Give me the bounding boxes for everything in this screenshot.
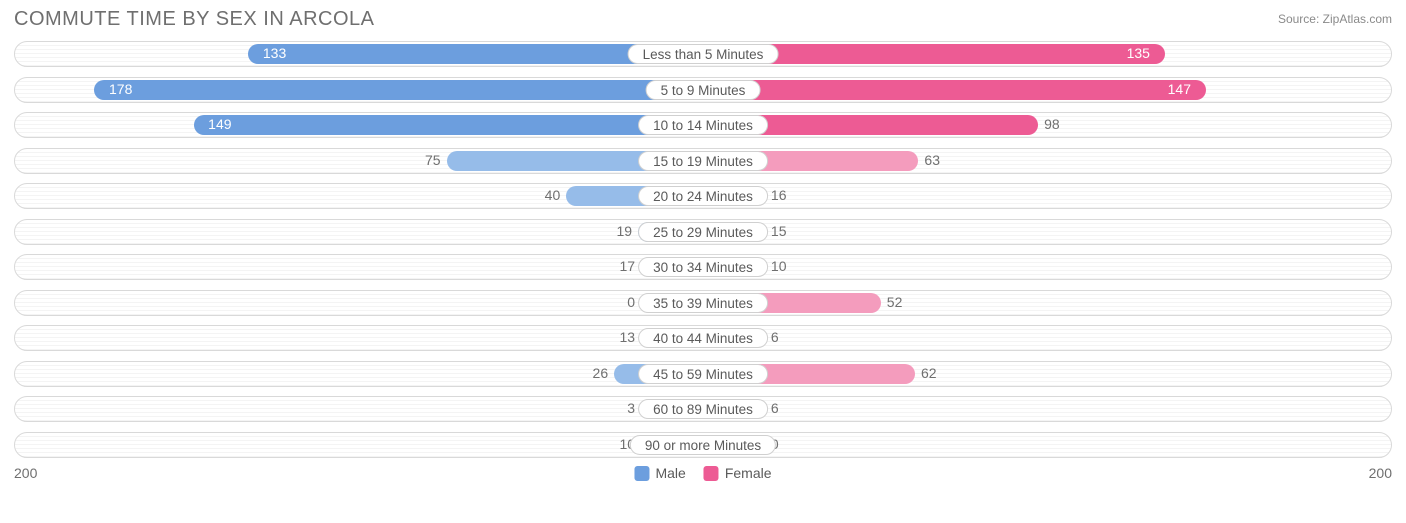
category-label: 10 to 14 Minutes [638, 115, 768, 135]
chart-row: 0 52 35 to 39 Minutes [14, 290, 1392, 316]
value-label-male: 40 [545, 187, 561, 203]
category-label: 15 to 19 Minutes [638, 151, 768, 171]
value-label-female: 6 [771, 329, 779, 345]
category-label: 20 to 24 Minutes [638, 186, 768, 206]
value-label-female: 10 [771, 258, 787, 274]
category-label: 35 to 39 Minutes [638, 293, 768, 313]
chart-row: 13 640 to 44 Minutes [14, 325, 1392, 351]
chart-row: 19 1525 to 29 Minutes [14, 219, 1392, 245]
value-label-female: 135 [1127, 45, 1150, 61]
value-label-female: 52 [887, 294, 903, 310]
axis-right-max: 200 [1369, 465, 1392, 481]
legend-label-female: Female [725, 465, 772, 481]
value-label-female: 147 [1168, 81, 1191, 97]
category-label: 40 to 44 Minutes [638, 328, 768, 348]
chart-row: 3 660 to 89 Minutes [14, 396, 1392, 422]
legend-label-male: Male [655, 465, 685, 481]
chart-row: 10090 or more Minutes [14, 432, 1392, 458]
value-label-male: 0 [627, 294, 635, 310]
value-label-male: 19 [616, 223, 632, 239]
value-label-male: 133 [263, 45, 286, 61]
category-label: 30 to 34 Minutes [638, 257, 768, 277]
chart-row: 17 1030 to 34 Minutes [14, 254, 1392, 280]
value-label-male: 178 [109, 81, 132, 97]
chart-row: 75 63 15 to 19 Minutes [14, 148, 1392, 174]
value-label-male: 26 [593, 365, 609, 381]
category-label: Less than 5 Minutes [628, 44, 779, 64]
category-label: 5 to 9 Minutes [646, 80, 761, 100]
bar-male [94, 80, 703, 100]
value-label-male: 13 [620, 329, 636, 345]
axis-left-max: 200 [14, 465, 37, 481]
chart-row: 149 98 10 to 14 Minutes [14, 112, 1392, 138]
value-label-male: 17 [620, 258, 636, 274]
source-attribution: Source: ZipAtlas.com [1278, 8, 1392, 26]
legend-item-male: Male [634, 465, 685, 481]
value-label-female: 62 [921, 365, 937, 381]
value-label-female: 98 [1044, 116, 1060, 132]
legend: Male Female [634, 465, 771, 481]
chart-area: 133135Less than 5 Minutes1781475 to 9 Mi… [0, 35, 1406, 458]
legend-swatch-female [704, 466, 719, 481]
chart-row: 40 1620 to 24 Minutes [14, 183, 1392, 209]
value-label-female: 16 [771, 187, 787, 203]
chart-row: 178 147 5 to 9 Minutes [14, 77, 1392, 103]
legend-swatch-male [634, 466, 649, 481]
value-label-male: 149 [208, 116, 231, 132]
category-label: 45 to 59 Minutes [638, 364, 768, 384]
axis-row: 200 Male Female 200 [0, 465, 1406, 481]
chart-row: 26 62 45 to 59 Minutes [14, 361, 1392, 387]
legend-item-female: Female [704, 465, 772, 481]
category-label: 25 to 29 Minutes [638, 222, 768, 242]
bar-male [194, 115, 703, 135]
value-label-female: 15 [771, 223, 787, 239]
value-label-male: 75 [425, 152, 441, 168]
value-label-female: 63 [924, 152, 940, 168]
value-label-male: 3 [627, 400, 635, 416]
bar-female [703, 80, 1206, 100]
category-label: 60 to 89 Minutes [638, 399, 768, 419]
chart-row: 133 135 Less than 5 Minutes [14, 41, 1392, 67]
chart-title: COMMUTE TIME BY SEX IN ARCOLA [14, 8, 375, 31]
value-label-female: 6 [771, 400, 779, 416]
category-label: 90 or more Minutes [630, 435, 776, 455]
